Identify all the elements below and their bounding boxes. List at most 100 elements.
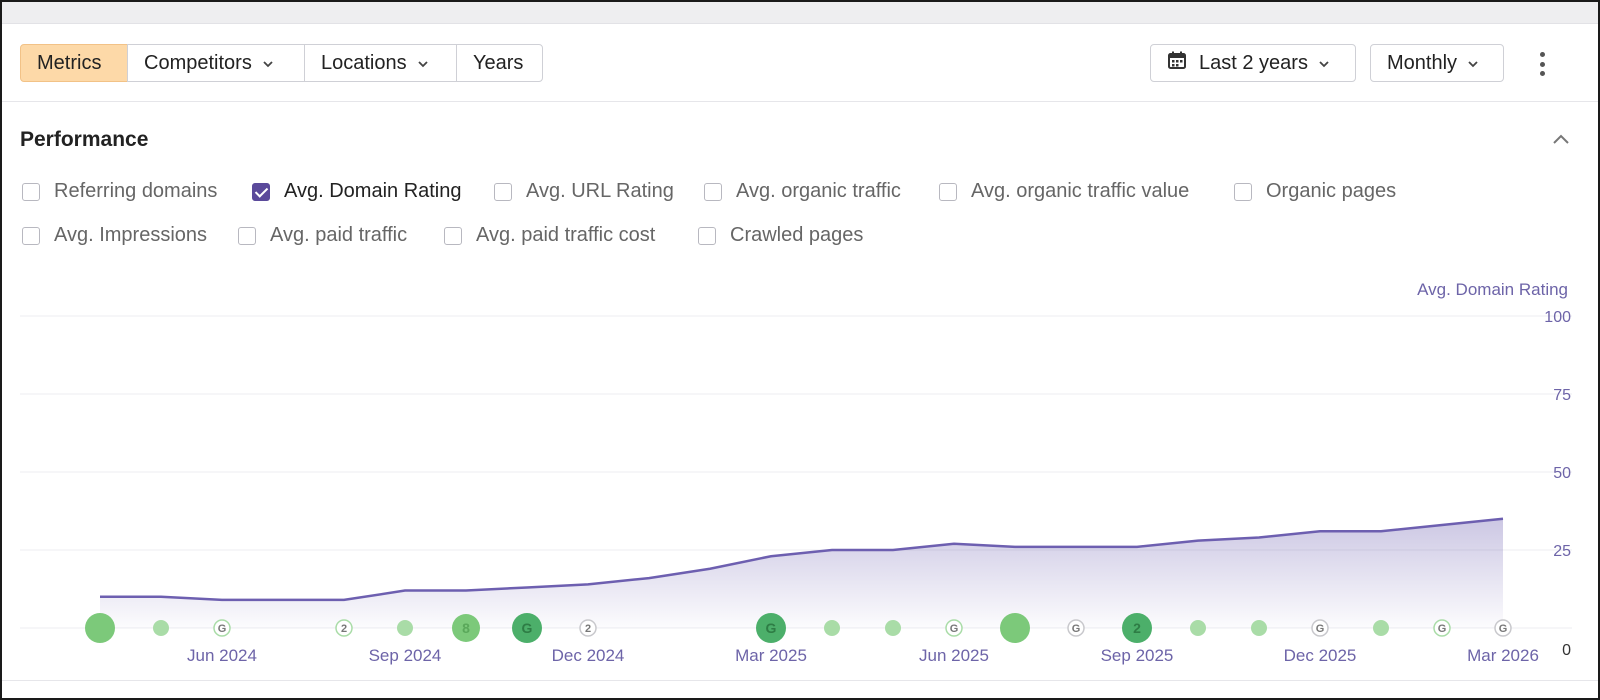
- event-marker: 2: [1122, 613, 1152, 643]
- event-circle: [335, 619, 353, 637]
- checkbox-box[interactable]: [704, 182, 722, 201]
- metric-label: Avg. Domain Rating: [284, 180, 462, 202]
- interval-dropdown[interactable]: Monthly: [1370, 44, 1504, 82]
- event-label: 2: [341, 623, 347, 635]
- event-marker: G: [1311, 619, 1329, 637]
- domain-rating-chart: 0 25 50 75 100 G 2 8 G 2 G G G 2 G G G Jun 2024 Sep 2024 De…: [20, 309, 1572, 665]
- checkbox-box[interactable]: [444, 226, 462, 245]
- event-circle: [579, 619, 597, 637]
- event-circle: [756, 613, 786, 643]
- event-marker: [1373, 620, 1389, 636]
- x-tick-label: Jun 2025: [919, 646, 989, 665]
- metric-label: Organic pages: [1266, 180, 1397, 202]
- metric-avg-url-rating-checkbox[interactable]: Avg. URL Rating: [494, 180, 674, 203]
- event-marker: [1000, 613, 1030, 643]
- event-marker: [885, 620, 901, 636]
- tab-years[interactable]: Years: [456, 44, 543, 82]
- event-circle: [1251, 620, 1267, 636]
- event-circle: [1122, 613, 1152, 643]
- event-label: 8: [462, 620, 470, 636]
- event-label: G: [522, 620, 533, 636]
- more-options-icon[interactable]: [1534, 52, 1550, 76]
- checkbox-box[interactable]: [494, 182, 512, 201]
- x-tick-label: Mar 2025: [735, 646, 807, 665]
- metric-avg-organic-traffic-checkbox[interactable]: Avg. organic traffic: [704, 180, 901, 203]
- event-circle: [1373, 620, 1389, 636]
- y-tick-label: 50: [1553, 465, 1571, 482]
- metric-avg-paid-traffic-cost-checkbox[interactable]: Avg. paid traffic cost: [444, 224, 655, 247]
- event-marker: G: [213, 619, 231, 637]
- metric-label: Avg. organic traffic: [736, 180, 901, 202]
- event-circle: [885, 620, 901, 636]
- event-marker: G: [1433, 619, 1451, 637]
- collapse-chevron-up-icon[interactable]: [1548, 126, 1574, 152]
- x-tick-label: Sep 2025: [1101, 646, 1174, 665]
- event-label: G: [218, 623, 227, 635]
- y-tick-label: 75: [1553, 387, 1571, 404]
- rating-line: [100, 517, 1504, 602]
- locations-dropdown[interactable]: Locations: [304, 44, 457, 82]
- x-tick-label: Dec 2025: [1284, 646, 1357, 665]
- event-circle: [1067, 619, 1085, 637]
- metric-label: Avg. paid traffic cost: [476, 224, 656, 246]
- metric-avg-impressions-checkbox[interactable]: Avg. Impressions: [22, 224, 207, 247]
- checkbox-checked-icon[interactable]: [252, 182, 270, 201]
- metric-avg-domain-rating-checkbox[interactable]: Avg. Domain Rating: [252, 180, 462, 203]
- event-marker: G: [756, 613, 786, 643]
- checkbox-box[interactable]: [1234, 182, 1252, 201]
- chevron-down-icon: [1467, 55, 1479, 71]
- chevron-down-icon: [262, 55, 274, 71]
- section-title: Performance: [20, 128, 149, 151]
- event-marker: 8: [452, 614, 480, 642]
- x-tick-label: Sep 2024: [369, 646, 442, 665]
- checkbox-box[interactable]: [939, 182, 957, 201]
- competitors-dropdown[interactable]: Competitors: [127, 44, 305, 82]
- event-label: 2: [1133, 620, 1141, 636]
- event-label: G: [766, 620, 777, 636]
- x-tick-label: Mar 2026: [1467, 646, 1539, 665]
- y-tick-label: 100: [1544, 309, 1571, 326]
- event-label: G: [1072, 623, 1081, 635]
- event-label: G: [1316, 623, 1325, 635]
- metric-organic-pages-checkbox[interactable]: Organic pages: [1234, 180, 1396, 203]
- bottom-divider: [2, 680, 1598, 681]
- event-label: G: [950, 623, 959, 635]
- event-circle: [397, 620, 413, 636]
- checkbox-box[interactable]: [22, 226, 40, 245]
- checkbox-box[interactable]: [698, 226, 716, 245]
- event-marker: [1251, 620, 1267, 636]
- event-marker: G: [1494, 619, 1512, 637]
- event-circle: [1494, 619, 1512, 637]
- event-marker: [397, 620, 413, 636]
- y-tick-label: 25: [1553, 543, 1571, 560]
- metric-referring-domains-checkbox[interactable]: Referring domains: [22, 180, 217, 203]
- metric-label: Avg. paid traffic: [270, 224, 408, 246]
- date-range-label: Last 2 years: [1199, 51, 1308, 74]
- y-tick-label: 0: [1562, 642, 1571, 659]
- event-circle: [1190, 620, 1206, 636]
- event-marker: 2: [335, 619, 353, 637]
- calendar-icon: [1167, 50, 1187, 76]
- tab-metrics-label: Metrics: [37, 51, 102, 74]
- metric-avg-organic-traffic-value-checkbox[interactable]: Avg. organic traffic value: [939, 180, 1189, 203]
- event-circle: [153, 620, 169, 636]
- metric-label: Avg. organic traffic value: [971, 180, 1190, 202]
- chevron-down-icon: [1318, 55, 1330, 71]
- checkbox-box[interactable]: [22, 182, 40, 201]
- event-label: G: [1438, 623, 1447, 635]
- event-marker: [153, 620, 169, 636]
- metric-crawled-pages-checkbox[interactable]: Crawled pages: [698, 224, 863, 247]
- tab-metrics[interactable]: Metrics: [20, 44, 128, 82]
- locations-label: Locations: [321, 51, 407, 74]
- event-marker: G: [1067, 619, 1085, 637]
- metric-label: Avg. Impressions: [54, 224, 208, 246]
- event-marker: G: [512, 613, 542, 643]
- x-tick-label: Dec 2024: [552, 646, 625, 665]
- metric-avg-paid-traffic-checkbox[interactable]: Avg. paid traffic: [238, 224, 407, 247]
- checkbox-box[interactable]: [238, 226, 256, 245]
- x-tick-label: Jun 2024: [187, 646, 257, 665]
- competitors-label: Competitors: [144, 51, 252, 74]
- event-circle: [85, 613, 115, 643]
- interval-label: Monthly: [1387, 51, 1458, 74]
- date-range-dropdown[interactable]: Last 2 years: [1150, 44, 1356, 82]
